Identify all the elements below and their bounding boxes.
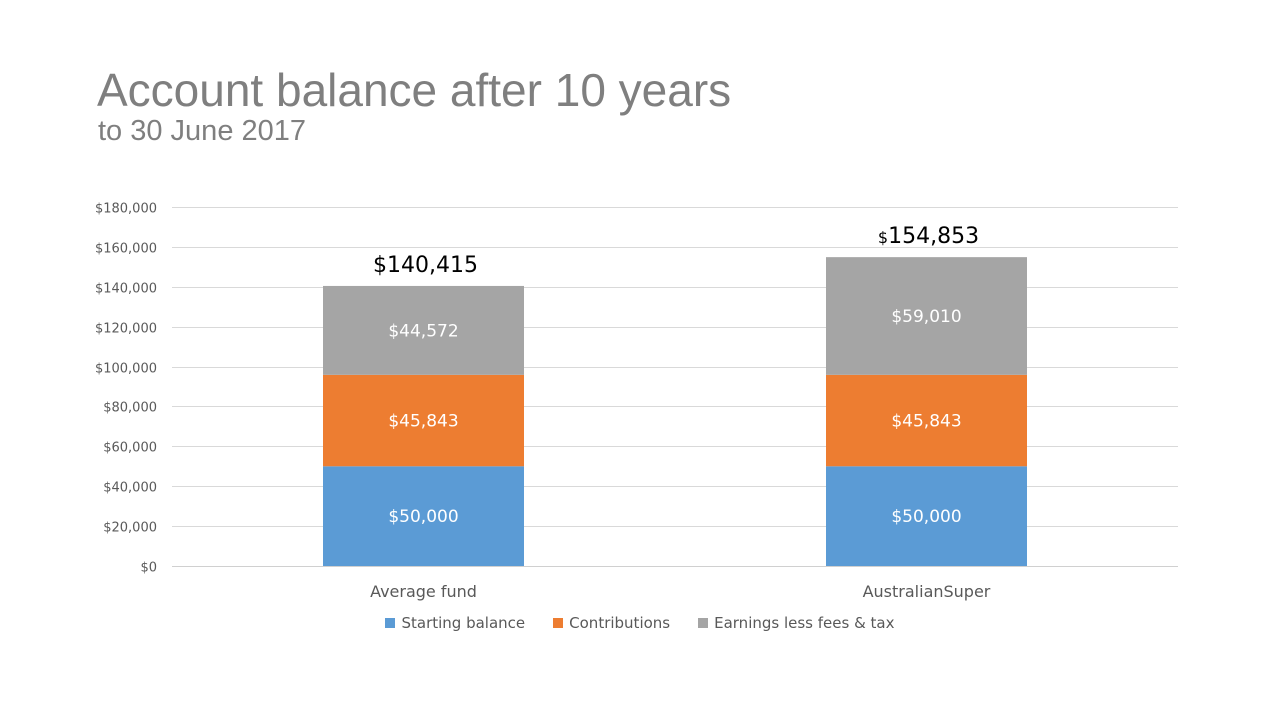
x-category-label: AustralianSuper: [863, 582, 991, 601]
bar-segment-contributions: [826, 374, 1027, 467]
legend-item: Contributions: [553, 614, 670, 632]
legend-item: Starting balance: [385, 614, 525, 632]
total-amount: 154,853: [888, 224, 979, 249]
total-labels: $140,415 $154,853: [373, 224, 979, 278]
y-tick-label: $180,000: [95, 202, 157, 217]
y-tick-label: $120,000: [95, 322, 157, 337]
gridlines: [172, 207, 1178, 567]
bar-segment-contributions: [323, 374, 524, 467]
bar-segment-earnings-less-fees-tax: [323, 285, 524, 375]
segment-value-label: $45,843: [891, 412, 961, 432]
total-value-label: $140,415: [373, 253, 478, 278]
y-tick-label: $0: [140, 561, 157, 576]
legend-label: Earnings less fees & tax: [714, 614, 895, 632]
total-currency-prefix: $: [878, 228, 888, 247]
legend-item: Earnings less fees & tax: [698, 614, 895, 632]
y-tick-label: $140,000: [95, 282, 157, 297]
segment-value-label: $44,572: [388, 321, 458, 341]
legend-swatch: [698, 618, 709, 628]
y-tick-label: $160,000: [95, 242, 157, 257]
data-labels: $50,000 $45,843 $44,572 $50,000 $45,843 $59,0…: [388, 307, 961, 527]
total-value-label: $154,853: [878, 224, 979, 249]
bars: [323, 257, 1027, 566]
legend-label: Starting balance: [401, 614, 526, 632]
y-tick-label: $80,000: [103, 401, 157, 416]
y-axis-tick-labels: $0 $20,000 $40,000 $60,000 $80,000 $100,000 $1…: [95, 202, 157, 576]
x-category-label: Average fund: [370, 582, 477, 601]
y-tick-label: $20,000: [103, 521, 157, 536]
slide-title: Account balance after 10 years: [97, 64, 732, 116]
x-axis-category-labels: Average fund AustralianSuper: [370, 582, 991, 601]
bar-segment-starting-balance: [323, 466, 524, 566]
legend-label: Contributions: [569, 614, 671, 632]
chart-legend: Starting balance Contributions Earnings le…: [0, 614, 1280, 632]
bar-segment-starting-balance: [826, 466, 1027, 566]
y-tick-label: $40,000: [103, 481, 157, 496]
slide-subtitle: to 30 June 2017: [98, 115, 307, 147]
legend-swatch: [385, 618, 396, 628]
y-tick-label: $100,000: [95, 362, 157, 377]
legend-swatch: [553, 618, 564, 628]
y-tick-label: $60,000: [103, 441, 157, 456]
bar-segment-earnings-less-fees-tax: [826, 257, 1027, 375]
total-amount: $140,415: [373, 253, 478, 278]
segment-value-label: $50,000: [891, 507, 961, 527]
segment-value-label: $59,010: [891, 307, 961, 327]
segment-value-label: $45,843: [388, 412, 458, 432]
segment-value-label: $50,000: [388, 507, 458, 527]
